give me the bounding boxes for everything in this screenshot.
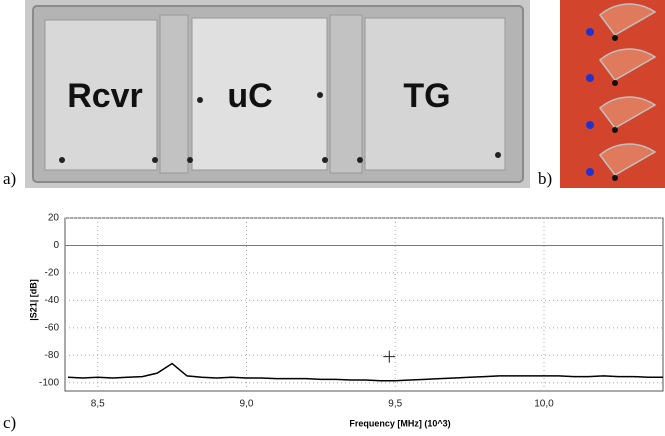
panel-label: b) (538, 169, 552, 188)
x-tick-label: 9,0 (240, 399, 254, 410)
y-tick-label: -60 (45, 322, 60, 333)
x-tick-label: 9,5 (388, 399, 402, 410)
cursor-marker (383, 350, 396, 363)
compartment-label: uC (227, 77, 272, 115)
compartment-label: Rcvr (67, 77, 143, 115)
y-tick-label: 0 (53, 240, 59, 251)
data-line (67, 362, 663, 382)
panel-label: a) (3, 169, 16, 188)
x-tick-label: 8,5 (91, 399, 105, 410)
panel-label: c) (3, 413, 16, 432)
y-axis-label: |S21| [dB] (28, 279, 38, 321)
y-tick-label: -80 (45, 350, 60, 361)
plot-frame (64, 217, 664, 392)
y-tick-label: -40 (45, 295, 60, 306)
compartment-label: TG (403, 77, 450, 115)
pcb-photo (560, 0, 665, 188)
enclosure-photo: Rcvr uC TG (25, 0, 530, 188)
x-axis-label: Frequency [MHz] (10^3) (349, 418, 450, 428)
x-tick-label: 10,0 (534, 399, 554, 410)
y-tick-label: 20 (48, 213, 60, 224)
y-tick-label: -20 (45, 268, 60, 279)
y-tick-label: -100 (39, 377, 59, 388)
